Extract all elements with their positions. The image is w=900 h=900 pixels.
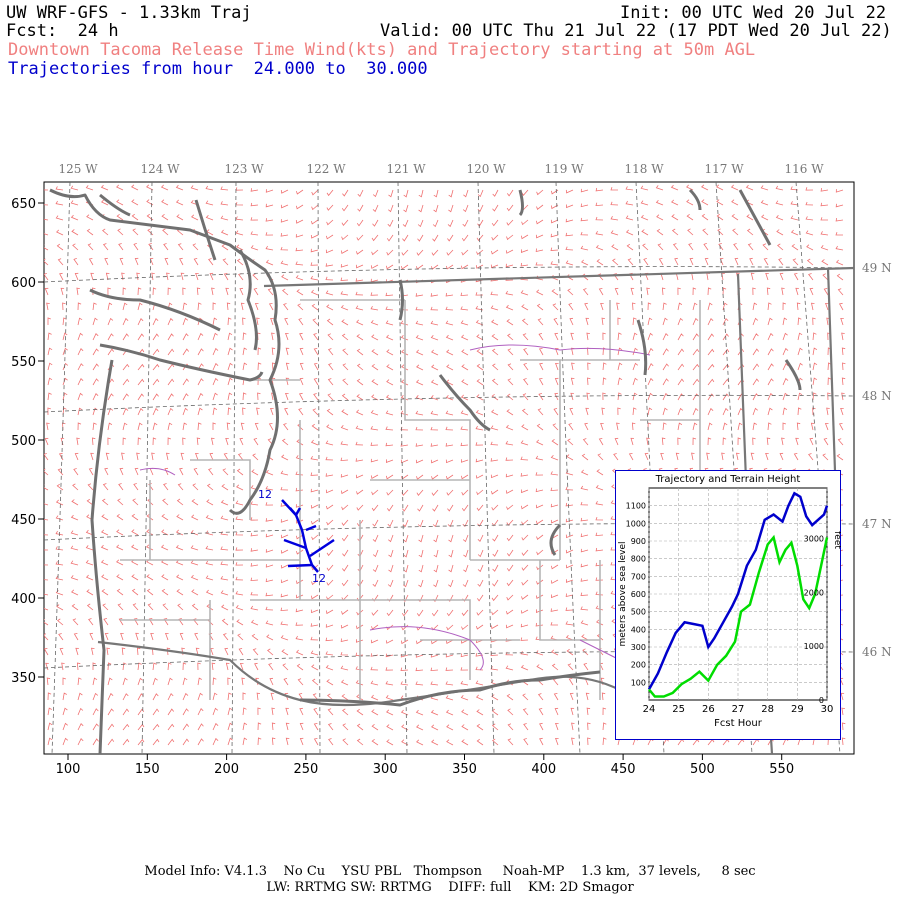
longitude-label: 123 W	[224, 162, 264, 176]
latitude-label: 47 N	[862, 517, 892, 531]
y-tick-label: 600	[11, 276, 36, 291]
latitude-label: 46 N	[862, 645, 892, 659]
y-tick-label: 550	[11, 355, 36, 370]
inset-x-tick: 27	[732, 704, 745, 715]
init-time: Init: 00 UTC Wed 20 Jul 22	[620, 3, 887, 23]
inset-x-tick: 28	[761, 704, 774, 715]
inset-y-tick: 600	[631, 590, 646, 599]
inset-y2-tick: 2000	[804, 588, 824, 597]
x-tick-label: 100	[56, 762, 81, 777]
trajectory-end-label: 12	[312, 572, 326, 585]
terrain-height-line	[648, 534, 829, 698]
inset-x-ticks: 24 25 26 27 28 29 30	[643, 704, 834, 715]
longitude-label: 117 W	[704, 162, 744, 176]
longitude-label: 120 W	[466, 162, 506, 176]
trajectory-height-chart: Trajectory and Terrain Height 24 25 26 27 28…	[615, 470, 841, 740]
inset-y2-tick: 3000	[804, 534, 824, 543]
inset-gridlines	[648, 488, 828, 700]
model-info-line1: Model Info: V4.1.3 No Cu YSU PBL Thompso…	[144, 864, 756, 879]
inset-y-tick: 1000	[626, 519, 646, 528]
trajectory-range: Trajectories from hour 24.000 to 30.000	[8, 59, 428, 79]
inset-y-tick: 400	[631, 625, 646, 634]
inset-y-tick: 900	[631, 537, 646, 546]
inset-y2-tick: 0	[819, 696, 824, 705]
water-outlines	[139, 344, 651, 671]
model-info-line2: LW: RRTMG SW: RRTMG DIFF: full KM: 2D Sm…	[266, 880, 634, 895]
longitude-labels: 125 W 124 W 123 W 122 W 121 W 120 W 119 W 118 W…	[58, 162, 824, 176]
x-tick-label: 550	[769, 762, 794, 777]
inset-y2-tick: 1000	[804, 642, 824, 651]
inset-y-label: meters above sea level	[618, 541, 628, 646]
latitude-labels: 49 N 48 N 47 N 46 N	[862, 261, 892, 659]
valid-time: Valid: 00 UTC Thu 21 Jul 22 (17 PDT Wed …	[380, 21, 892, 41]
longitude-label: 122 W	[306, 162, 346, 176]
forecast-hour: Fcst: 24 h	[6, 21, 119, 41]
inset-y-tick: 700	[631, 572, 646, 581]
y-tick-label: 350	[11, 671, 36, 686]
x-tick-label: 500	[690, 762, 715, 777]
longitude-label: 118 W	[624, 162, 664, 176]
inset-x-tick: 26	[702, 704, 715, 715]
inset-y-tick: 300	[631, 643, 646, 652]
x-tick-label: 200	[214, 762, 239, 777]
inset-y-tick: 500	[631, 608, 646, 617]
latitude-label: 49 N	[862, 261, 892, 275]
inset-title: Trajectory and Terrain Height	[655, 474, 801, 485]
inset-y-tick: 200	[631, 661, 646, 670]
inset-series	[647, 491, 829, 698]
inset-y-ticks: 100 200 300 400 500 600 700 800 900 1000 1100	[626, 502, 646, 688]
x-tick-label: 300	[373, 762, 398, 777]
y-tick-label: 650	[11, 197, 36, 212]
x-tick-label: 450	[611, 762, 636, 777]
y-tick-label: 400	[11, 592, 36, 607]
page-title: UW WRF-GFS - 1.33km Traj	[6, 3, 252, 23]
y-tick-label: 500	[11, 434, 36, 449]
x-tick-label: 150	[135, 762, 160, 777]
longitude-label: 116 W	[784, 162, 824, 176]
latitude-label: 48 N	[862, 389, 892, 403]
longitude-label: 119 W	[544, 162, 584, 176]
inset-x-label: Fcst Hour	[714, 718, 763, 729]
inset-y2-ticks: 0 1000 2000 3000	[804, 534, 824, 705]
longitude-label: 124 W	[140, 162, 180, 176]
longitude-label: 125 W	[58, 162, 98, 176]
inset-y-tick: 800	[631, 555, 646, 564]
inset-x-tick: 29	[791, 704, 804, 715]
grid-x-ticks: 100 150 200 250 300 350 400 450 500 550	[56, 754, 794, 777]
inset-y2-label: feet	[832, 531, 841, 549]
trajectory-start-label: 12	[258, 488, 272, 501]
coastlines	[49, 188, 802, 754]
inset-y-tick: 1100	[626, 502, 646, 511]
inset-y-tick: 100	[631, 678, 646, 687]
inset-x-tick: 30	[821, 704, 834, 715]
inset-x-tick: 25	[672, 704, 685, 715]
y-tick-label: 450	[11, 513, 36, 528]
map-subtitle: Downtown Tacoma Release Time Wind(kts) a…	[8, 40, 756, 60]
x-tick-label: 350	[452, 762, 477, 777]
grid-y-ticks: 650 600 550 500 450 400 350	[11, 197, 44, 686]
trajectory-height-line	[647, 491, 829, 691]
longitude-label: 121 W	[386, 162, 426, 176]
inset-x-tick: 24	[643, 704, 656, 715]
x-tick-label: 250	[293, 762, 318, 777]
trajectory-path	[281, 499, 335, 573]
x-tick-label: 400	[531, 762, 556, 777]
